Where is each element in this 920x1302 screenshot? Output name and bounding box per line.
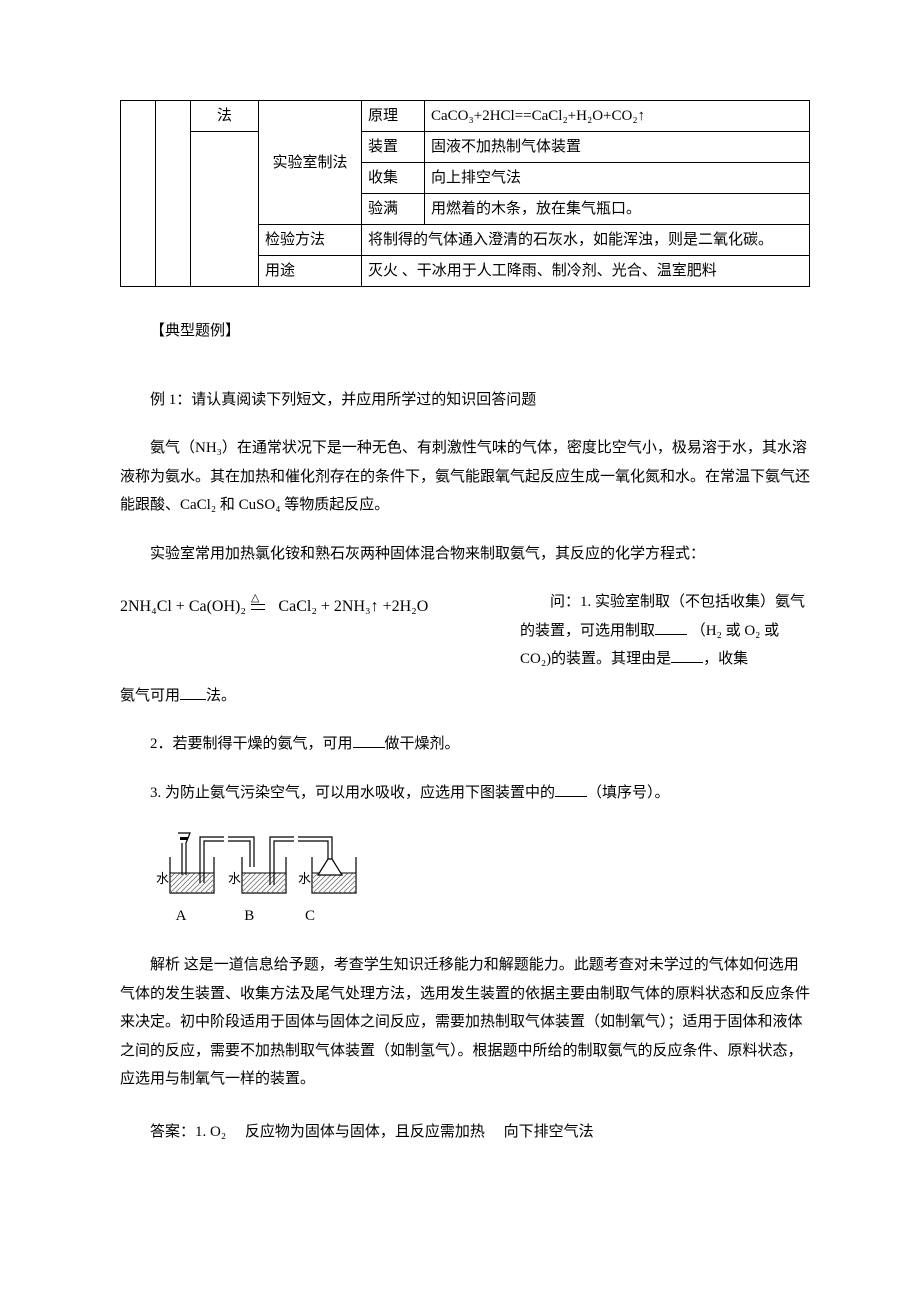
question-2: 2．若要制得干燥的氨气，可用 做干燥剂。	[120, 730, 810, 759]
row-val: 用燃着的木条，放在集气瓶口。	[425, 194, 810, 225]
diagram-labels: A B C	[150, 908, 810, 925]
row-val: 向上排空气法	[425, 163, 810, 194]
analysis-paragraph: 解析 这是一道信息给予题，考查学生知识迁移能力和解题能力。此题考查对未学过的气体…	[120, 951, 810, 1094]
question-1-tail: 氨气可用 法。	[120, 682, 810, 711]
question-1-right: 问：1. 实验室制取（不包括收集）氨气的装置，可选用制取 （H₂ 或 O₂ 或 …	[520, 588, 810, 674]
delta-symbol: △	[251, 592, 259, 604]
blank-field	[353, 739, 385, 748]
q3-text: 3. 为防止氨气污染空气，可以用水吸收，应选用下图装置中的	[150, 785, 555, 801]
water-label: 水	[298, 871, 311, 886]
q1-tail-b: 法。	[206, 688, 236, 704]
row-val: CaCO₃+2HCl==CaCl₂+H₂O+CO₂↑	[425, 101, 810, 132]
table-row: 装置 固液不加热制气体装置	[121, 132, 810, 163]
blank-field	[180, 690, 206, 699]
row-key: 验满	[362, 194, 425, 225]
table-row: 法 实验室制法 原理 CaCO₃+2HCl==CaCl₂+H₂O+CO₂↑	[121, 101, 810, 132]
apparatus-diagrams: 水 水	[150, 827, 810, 904]
row-key: 装置	[362, 132, 425, 163]
document-page: 法 实验室制法 原理 CaCO₃+2HCl==CaCl₂+H₂O+CO₂↑ 装置…	[0, 0, 920, 1230]
section-heading: 【典型题例】	[120, 317, 810, 346]
paragraph-1: 氨气（NH₃）在通常状况下是一种无色、有刺激性气味的气体，密度比空气小，极易溶于…	[120, 434, 810, 520]
eq-line-icon	[251, 604, 265, 610]
blank-field	[555, 787, 587, 796]
properties-table: 法 实验室制法 原理 CaCO₃+2HCl==CaCl₂+H₂O+CO₂↑ 装置…	[120, 100, 810, 287]
lab-method-cell: 实验室制法	[259, 101, 362, 225]
blank-field	[671, 654, 703, 663]
stub-col-2	[156, 101, 191, 287]
water-label: 水	[156, 871, 169, 886]
answer-line: 答案：1. O₂ 反应物为固体与固体，且反应需加热 向下排空气法	[120, 1118, 810, 1147]
eq-lhs: 2NH₄Cl + Ca(OH)₂	[120, 598, 246, 615]
blank-field	[655, 625, 687, 634]
q1-tail-a: 氨气可用	[120, 688, 180, 704]
eq-rhs: CaCl₂ + 2NH₃↑ +2H₂O	[278, 598, 428, 615]
use-label: 用途	[259, 256, 362, 287]
use-value: 灭火 、干冰用于人工降雨、制冷剂、光合、温室肥料	[362, 256, 810, 287]
beaker-diagram-svg: 水 水	[150, 827, 360, 899]
answer-reason: 反应物为固体与固体，且反应需加热	[245, 1124, 485, 1140]
method-cell: 法	[191, 101, 259, 132]
chemical-equation: 2NH₄Cl + Ca(OH)₂ △ CaCl₂ + 2NH₃↑ +2H₂O	[120, 588, 500, 620]
answer-method: 向下排空气法	[504, 1124, 594, 1140]
row-key: 收集	[362, 163, 425, 194]
row-val: 固液不加热制气体装置	[425, 132, 810, 163]
label-c: C	[283, 908, 338, 925]
water-label: 水	[228, 871, 241, 886]
q2-tail: 做干燥剂。	[385, 736, 460, 752]
label-a: A	[150, 908, 212, 925]
check-label: 检验方法	[259, 225, 362, 256]
q3-tail: （填序号）。	[587, 785, 670, 801]
question-3: 3. 为防止氨气污染空气，可以用水吸收，应选用下图装置中的 （填序号）。	[120, 779, 810, 808]
q1-text-c: ，收集	[703, 651, 748, 667]
answer-prefix: 答案：1. O₂	[150, 1124, 226, 1140]
method-span	[191, 132, 259, 287]
label-b: B	[222, 908, 277, 925]
q2-text: 2．若要制得干燥的氨气，可用	[150, 736, 353, 752]
example-title: 例 1：请认真阅读下列短文，并应用所学过的知识回答问题	[120, 386, 810, 415]
check-value: 将制得的气体通入澄清的石灰水，如能浑浊，则是二氧化碳。	[362, 225, 810, 256]
equation-and-q1: 2NH₄Cl + Ca(OH)₂ △ CaCl₂ + 2NH₃↑ +2H₂O 问…	[120, 588, 810, 674]
paragraph-2: 实验室常用加热氯化铵和熟石灰两种固体混合物来制取氨气，其反应的化学方程式：	[120, 540, 810, 569]
stub-col-1	[121, 101, 156, 287]
row-key: 原理	[362, 101, 425, 132]
